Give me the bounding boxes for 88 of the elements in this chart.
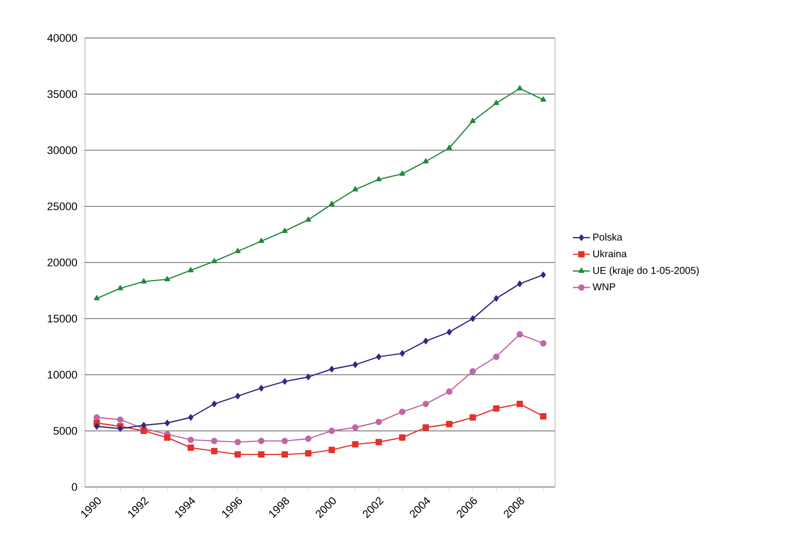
- point: [188, 444, 194, 451]
- point: [352, 424, 358, 431]
- point: [540, 340, 546, 346]
- point: [470, 414, 476, 421]
- y-tick-label: 20000: [48, 258, 78, 266]
- point: [470, 368, 476, 375]
- point: [164, 420, 170, 426]
- y-tick-label: 5000: [54, 426, 78, 435]
- point: [446, 420, 452, 428]
- point: [282, 228, 288, 233]
- point: [399, 170, 406, 176]
- point: [422, 158, 429, 164]
- point: [422, 400, 429, 408]
- point: [117, 416, 124, 423]
- legend-label: Polska: [593, 233, 622, 241]
- point: [352, 441, 358, 448]
- point: [540, 413, 546, 420]
- point: [376, 438, 382, 446]
- point: [399, 434, 406, 441]
- point: [164, 276, 170, 282]
- point: [258, 238, 264, 244]
- point: [493, 354, 500, 360]
- point: [376, 418, 382, 426]
- point: [306, 374, 311, 380]
- point: [140, 278, 147, 284]
- point: [376, 176, 382, 182]
- point: [376, 354, 382, 360]
- point: [423, 338, 428, 344]
- point: [328, 200, 335, 206]
- point: [234, 248, 241, 254]
- point: [141, 422, 146, 428]
- point: [493, 405, 500, 412]
- y-tick-label: 40000: [47, 34, 78, 42]
- point: [282, 378, 288, 385]
- point: [258, 451, 264, 458]
- point: [399, 408, 406, 415]
- point: [117, 285, 124, 290]
- point: [305, 450, 312, 456]
- point: [211, 448, 218, 454]
- point: [94, 295, 100, 300]
- point: [94, 414, 100, 421]
- point: [328, 428, 335, 434]
- point: [305, 216, 312, 222]
- point: [305, 436, 312, 442]
- y-tick-label: 0: [72, 483, 78, 491]
- y-tick-label: 35000: [47, 90, 78, 98]
- point: [282, 438, 288, 444]
- point: [164, 434, 170, 441]
- point: [516, 85, 523, 90]
- point: [188, 436, 194, 444]
- point: [234, 438, 241, 446]
- y-tick-label: 15000: [48, 314, 78, 322]
- point: [494, 295, 499, 302]
- y-tick-label: 10000: [48, 370, 78, 379]
- point: [140, 428, 147, 434]
- point: [211, 258, 218, 264]
- point: [188, 267, 194, 272]
- point: [212, 400, 217, 408]
- point: [540, 96, 546, 102]
- point: [446, 328, 452, 336]
- y-tick-label: 30000: [47, 146, 78, 154]
- point: [282, 451, 288, 458]
- point: [329, 366, 334, 372]
- point: [235, 392, 240, 400]
- point: [516, 400, 523, 408]
- point: [211, 438, 218, 444]
- legend-label: Ukraina: [593, 250, 627, 258]
- point: [446, 144, 452, 150]
- point: [352, 361, 358, 368]
- point: [470, 118, 476, 123]
- legend-label: UE (kraje do 1-05-2005): [593, 266, 699, 276]
- legend-label: WNP: [592, 283, 616, 290]
- point: [188, 414, 194, 421]
- point: [258, 438, 264, 444]
- point: [400, 350, 405, 357]
- point: [446, 388, 452, 395]
- y-tick-label: 25000: [48, 202, 78, 210]
- point: [493, 100, 500, 105]
- point: [234, 451, 241, 458]
- point: [94, 423, 100, 430]
- point: [258, 385, 264, 392]
- point: [516, 331, 523, 338]
- point: [352, 186, 358, 192]
- point: [328, 446, 335, 454]
- point: [517, 280, 522, 287]
- point: [422, 424, 429, 431]
- point: [470, 315, 476, 322]
- point: [540, 272, 546, 278]
